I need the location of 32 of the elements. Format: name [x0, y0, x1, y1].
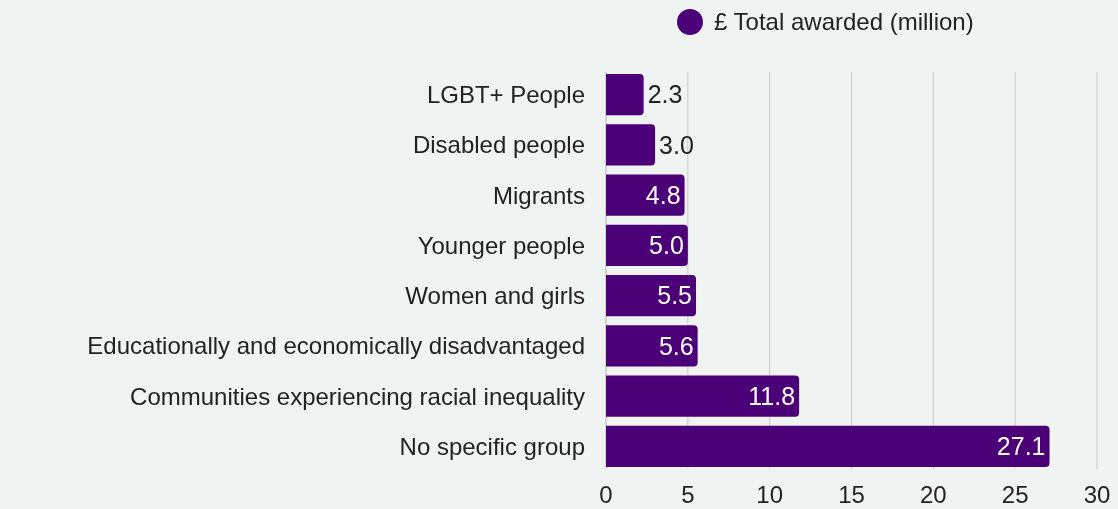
y-tick-label: Women and girls: [405, 282, 585, 310]
text: 5.0: [649, 231, 684, 260]
y-tick-label: Educationally and economically disadvantaged: [87, 332, 585, 360]
bar: [606, 275, 697, 317]
bar: [606, 425, 1050, 467]
x-tick-label: 25: [1001, 481, 1029, 508]
text: 27.1: [996, 432, 1046, 461]
y-tick-label: Disabled people: [412, 131, 585, 159]
x-tick-label: 0: [599, 481, 613, 508]
y-tick-label: Communities experiencing racial inequality: [130, 382, 585, 410]
text: 3.0: [659, 130, 694, 159]
x-tick-label: 15: [838, 481, 865, 508]
text: 11.8: [748, 381, 796, 410]
bar: [606, 375, 800, 417]
y-tick-label: No specific group: [399, 432, 585, 460]
y-tick-label: Migrants: [492, 181, 585, 209]
legend-label: £ Total awarded (million): [714, 8, 974, 36]
x-tick-label: 5: [681, 481, 695, 508]
text: 4.8: [645, 180, 681, 209]
bar: [606, 325, 698, 367]
text: 5.6: [658, 331, 694, 360]
bar: [606, 74, 644, 116]
x-tick-label: 10: [756, 481, 784, 508]
bar: [606, 124, 656, 166]
text: 5.5: [657, 281, 693, 310]
x-tick-label: 20: [919, 481, 947, 508]
y-tick-label: Younger people: [417, 231, 585, 259]
text: 2.3: [647, 80, 683, 109]
y-tick-label: LGBT+ People: [426, 81, 585, 109]
x-tick-label: 30: [1083, 481, 1111, 508]
bar: [606, 174, 685, 216]
bar: [606, 224, 688, 266]
